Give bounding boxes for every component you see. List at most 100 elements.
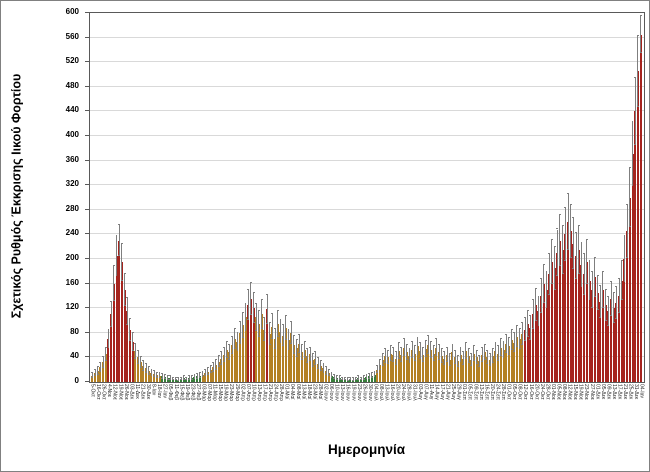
error-bar-cap <box>526 309 529 311</box>
error-bar <box>322 364 324 373</box>
bar <box>196 13 199 382</box>
error-bar <box>564 207 566 261</box>
error-bar <box>451 345 453 360</box>
error-bar-cap <box>349 376 352 378</box>
error-bar <box>578 225 580 274</box>
error-bar <box>223 348 225 362</box>
error-bar <box>529 315 531 341</box>
error-bar <box>220 352 222 365</box>
error-bar <box>513 333 515 352</box>
bar <box>478 13 481 382</box>
error-bar-cap <box>408 348 411 350</box>
error-bar-cap <box>389 345 392 347</box>
error-bar-cap <box>282 324 285 326</box>
error-bar-cap <box>585 238 588 240</box>
bar <box>513 13 516 382</box>
error-bar-cap <box>282 345 285 347</box>
bar <box>577 13 580 382</box>
bar <box>475 13 478 382</box>
error-bar-cap <box>206 366 209 368</box>
error-bar-cap <box>145 371 148 373</box>
error-bar <box>580 243 582 288</box>
error-bar <box>476 351 478 364</box>
error-bar-cap <box>362 378 365 380</box>
error-bar-cap <box>344 376 346 378</box>
error-bar-cap <box>491 361 494 363</box>
error-bar-cap <box>311 365 314 367</box>
x-tick-label: 01-Οκτ <box>505 384 512 400</box>
bar <box>483 13 486 382</box>
error-bar-cap <box>502 357 505 359</box>
error-bar-cap <box>526 335 529 337</box>
error-bar-cap <box>561 272 564 274</box>
bar <box>223 13 226 382</box>
error-bar-cap <box>564 206 567 208</box>
error-bar-cap <box>481 360 483 362</box>
error-bar-cap <box>325 373 328 375</box>
bar <box>443 13 446 382</box>
bar <box>470 13 473 382</box>
y-axis-tick <box>85 331 89 333</box>
error-bar-cap <box>112 299 115 301</box>
error-bar-cap <box>266 293 268 295</box>
x-tick-label: 08-Ιουλ <box>377 384 384 401</box>
x-tick-label: 10-Απρ <box>250 384 257 401</box>
error-bar-cap <box>518 347 521 349</box>
error-bar-cap <box>298 333 301 335</box>
x-tick-label: 23-Φεβ <box>189 384 196 401</box>
error-bar-cap <box>115 274 118 276</box>
error-bar-cap <box>327 368 330 370</box>
x-tick-label: 26-Ιουν <box>361 384 368 401</box>
bar <box>150 13 153 382</box>
error-bar-cap <box>408 361 411 363</box>
error-bar <box>153 370 155 378</box>
error-bar-cap <box>223 347 225 349</box>
error-bar-cap <box>489 352 492 354</box>
error-bar <box>567 194 569 250</box>
error-bar-cap <box>260 327 263 329</box>
y-axis-tick <box>85 381 89 382</box>
error-bar-cap <box>497 360 500 362</box>
error-bar-cap <box>301 344 303 346</box>
error-bar <box>556 229 558 277</box>
error-bar-cap <box>104 346 107 348</box>
error-bar-cap <box>255 329 258 331</box>
y-axis-tick <box>85 184 89 186</box>
bar <box>596 13 599 382</box>
error-bar-cap <box>198 377 201 379</box>
bar <box>115 13 118 382</box>
error-bar <box>508 337 510 355</box>
bar <box>561 13 564 382</box>
error-bar <box>333 375 335 379</box>
error-bar-cap <box>631 121 634 123</box>
bar <box>580 13 583 382</box>
error-bar-cap <box>620 299 623 301</box>
bar <box>446 13 449 382</box>
x-tick-label: 26-Νοε <box>122 384 129 400</box>
x-tick-label: 01-Σεπ <box>461 384 468 400</box>
error-bar <box>462 352 464 365</box>
error-bar <box>159 373 161 379</box>
bar <box>389 13 392 382</box>
error-bar <box>191 375 193 380</box>
error-bar-cap <box>225 357 228 359</box>
bar <box>284 13 288 382</box>
gridline <box>90 307 644 309</box>
error-bar-cap <box>236 350 239 352</box>
bar <box>188 13 191 382</box>
bar <box>416 13 419 382</box>
x-tick-label: 11-Μαρ <box>211 384 218 401</box>
error-bar <box>148 367 150 375</box>
error-bar-cap <box>217 355 220 357</box>
error-bar-cap <box>155 371 158 373</box>
error-bar-cap <box>274 328 277 330</box>
error-bar <box>94 370 96 377</box>
bar <box>204 13 207 382</box>
x-tick-label: 20-Ιουλ <box>394 384 401 401</box>
x-tick-label: 16-Οκτ <box>527 384 534 400</box>
error-bar-cap <box>502 341 505 343</box>
error-bar-cap <box>368 377 371 379</box>
error-bar-cap <box>475 350 478 352</box>
error-bar-cap <box>325 366 328 368</box>
